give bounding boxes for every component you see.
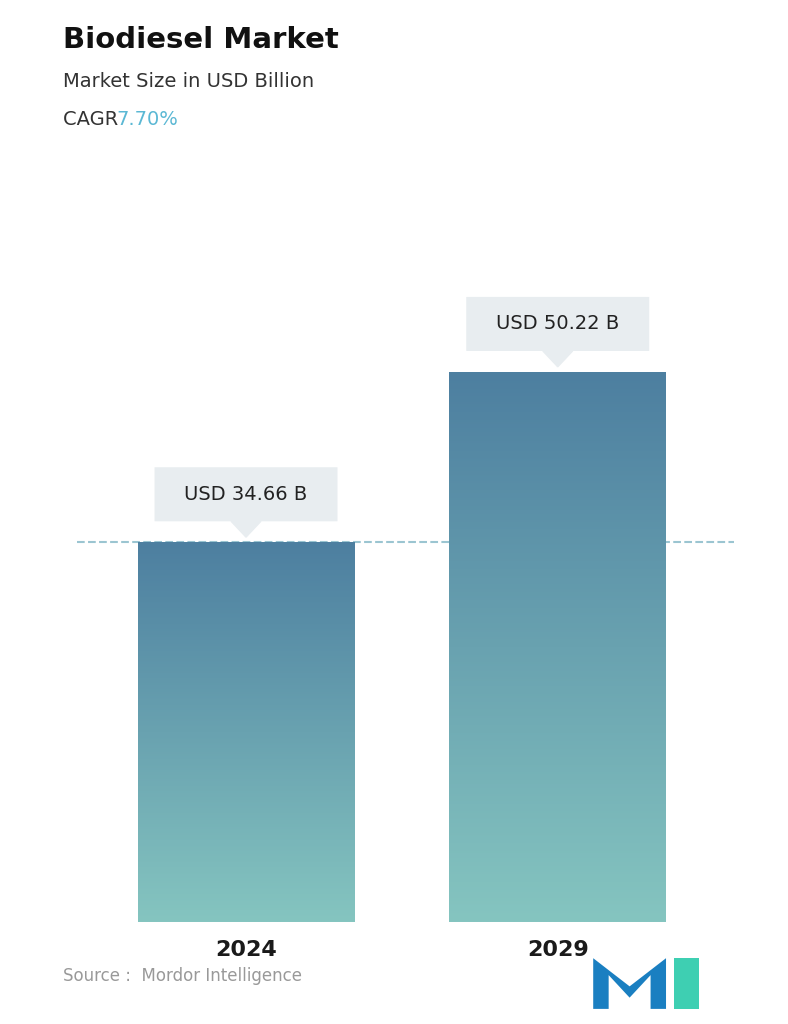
Text: Source :  Mordor Intelligence: Source : Mordor Intelligence <box>63 967 302 985</box>
Text: USD 50.22 B: USD 50.22 B <box>496 314 619 334</box>
Polygon shape <box>543 351 573 367</box>
Polygon shape <box>593 958 666 1009</box>
Text: Market Size in USD Billion: Market Size in USD Billion <box>63 72 314 91</box>
FancyBboxPatch shape <box>154 467 337 521</box>
Text: Biodiesel Market: Biodiesel Market <box>63 26 339 53</box>
Text: USD 34.66 B: USD 34.66 B <box>184 484 307 504</box>
FancyBboxPatch shape <box>466 297 649 351</box>
Text: 7.70%: 7.70% <box>117 110 179 129</box>
Text: CAGR: CAGR <box>63 110 125 129</box>
Polygon shape <box>231 521 261 538</box>
Polygon shape <box>674 958 699 1009</box>
